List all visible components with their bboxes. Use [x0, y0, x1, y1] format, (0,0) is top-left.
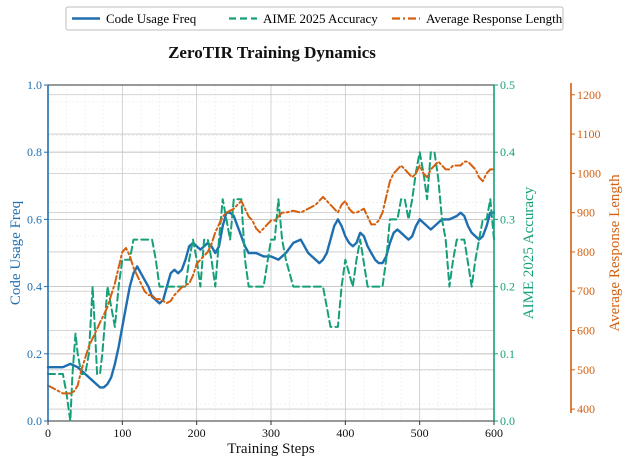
y-tick-label-right-outer: 600	[577, 324, 595, 338]
legend: Code Usage Freq AIME 2025 Accuracy Avera…	[65, 6, 564, 31]
y-tick-label-left: 0.4	[27, 280, 42, 294]
y-tick-label-right-inner: 0.4	[500, 145, 515, 159]
series-line-response-length	[47, 160, 495, 395]
x-tick-label: 600	[485, 426, 503, 440]
y-tick-label-left: 1.0	[27, 78, 42, 92]
x-tick-label: 100	[113, 426, 131, 440]
y-tick-label-right-outer: 1200	[577, 88, 601, 102]
x-tick-label: 300	[262, 426, 280, 440]
y-tick-label-left: 0.6	[27, 212, 42, 226]
x-tick-label: 0	[45, 426, 51, 440]
y-tick-label-right-outer: 900	[577, 206, 595, 220]
y-tick-label-right-outer: 1100	[577, 127, 601, 141]
series-line-aime-accuracy	[47, 151, 495, 422]
y-tick-label-right-outer: 500	[577, 363, 595, 377]
x-tick-label: 200	[188, 426, 206, 440]
y-tick-label-right-inner: 0.3	[500, 212, 515, 226]
y-tick-label-right-inner: 0.2	[500, 280, 515, 294]
y-tick-label-right-outer: 1000	[577, 166, 601, 180]
chart-title: ZeroTIR Training Dynamics	[168, 43, 376, 62]
axes-layer: 0.0 0.2 0.4 0.6 0.8 1.0 0.0 0.1 0.2 0.3 0.4 0.5 400 5…	[27, 78, 601, 440]
y-tick-label-right-outer: 400	[577, 402, 595, 416]
y-tick-label-right-outer: 800	[577, 245, 595, 259]
x-axis-label: Training Steps	[227, 441, 315, 457]
y-axis-label-left: Code Usage Freq	[8, 200, 24, 305]
y-tick-label-right-inner: 0.1	[500, 347, 515, 361]
y-tick-label-left: 0.8	[27, 145, 42, 159]
x-tick-label: 500	[411, 426, 429, 440]
y-axis-label-right-outer: Average Response Length	[607, 174, 623, 332]
legend-label-response-length: Average Response Length	[426, 11, 563, 26]
series-layer	[46, 151, 496, 422]
grid	[48, 85, 494, 421]
y-tick-label-left: 0.2	[27, 347, 42, 361]
legend-label-code-usage: Code Usage Freq	[106, 11, 197, 26]
legend-frame	[65, 6, 564, 31]
y-tick-label-left: 0.0	[27, 414, 42, 428]
y-axis-label-right-inner: AIME 2025 Accuracy	[521, 186, 537, 319]
series-line-code-usage	[46, 211, 496, 389]
legend-label-aime: AIME 2025 Accuracy	[263, 11, 378, 26]
y-tick-label-right-inner: 0.0	[500, 414, 515, 428]
y-tick-label-right-inner: 0.5	[500, 78, 515, 92]
y-tick-label-right-outer: 700	[577, 284, 595, 298]
x-tick-label: 400	[336, 426, 354, 440]
